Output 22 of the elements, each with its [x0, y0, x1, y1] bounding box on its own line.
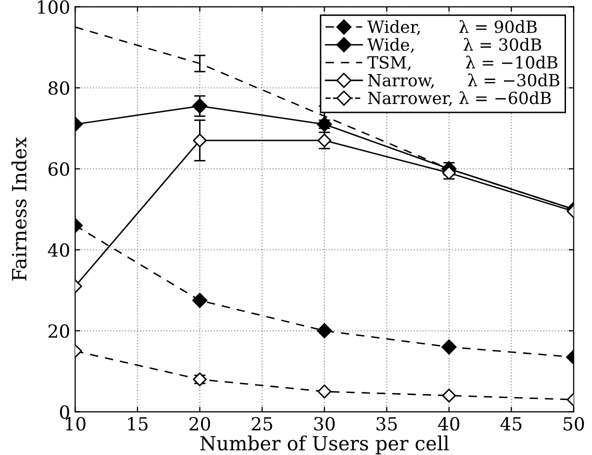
- legend-label: Narrow, λ = −30dB: [368, 73, 560, 88]
- x-tick-label: 45: [500, 416, 522, 431]
- x-tick-label: 25: [252, 416, 272, 431]
- x-axis-title: Number of Users per cell: [200, 436, 449, 454]
- y-tick-label: 60: [48, 162, 70, 176]
- y-axis-title: Fairness Index: [11, 137, 27, 281]
- x-tick-label: 40: [438, 416, 460, 431]
- x-tick-label: 15: [128, 416, 148, 431]
- legend-label: Narrower, λ = −60dB: [368, 91, 551, 106]
- y-tick-label: 20: [48, 324, 70, 338]
- x-tick-label: 30: [314, 416, 335, 431]
- x-tick-label: 50: [564, 416, 584, 431]
- y-tick-label: 80: [48, 81, 70, 95]
- y-tick-label: 40: [48, 243, 70, 257]
- legend-label: TSM, λ = −10dB: [367, 56, 558, 71]
- x-tick-label: 35: [376, 416, 397, 431]
- x-tick-label: 20: [190, 416, 210, 431]
- y-tick-label: 0: [60, 405, 70, 419]
- y-tick-label: 100: [38, 0, 70, 14]
- x-tick-label: 10: [66, 416, 86, 431]
- legend-label: Wider, λ = 90dB: [367, 20, 537, 36]
- legend-label: Wide, λ = 30dB: [367, 38, 542, 53]
